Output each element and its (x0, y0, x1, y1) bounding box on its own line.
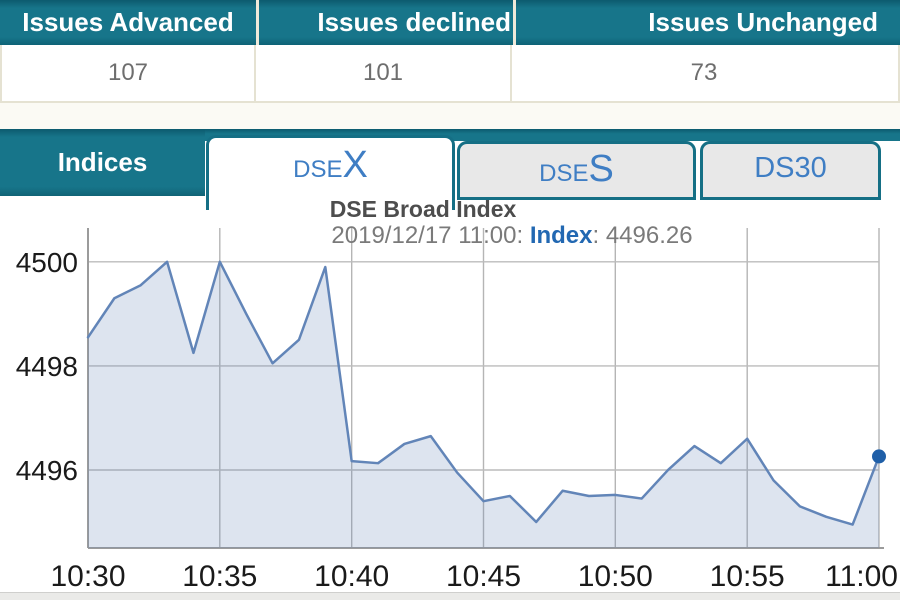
tab-dsex[interactable]: DSEX (206, 135, 455, 210)
x-axis-label: 11:00 (825, 560, 898, 592)
summary-value-issues-advanced: 107 (2, 45, 256, 101)
summary-header-issues-advanced: Issues Advanced (22, 7, 234, 37)
chart-title: DSE Broad Index (329, 196, 517, 222)
last-point-marker (872, 449, 886, 464)
indices-tab-bar: Indices DSEX DSES DS30 (0, 129, 900, 210)
indices-label: Indices (0, 129, 205, 196)
index-area-chart: 4496 4498 4500 10:30 10:35 10:40 10:45 10:50 10:… (16, 228, 898, 592)
tab-ds30[interactable]: DS30 (700, 141, 881, 200)
y-axis-label: 4498 (16, 351, 78, 382)
tab-dses-prefix: DSE (539, 160, 589, 187)
chart-subtitle-value: : 4496.26 (592, 222, 693, 249)
x-axis-label: 10:40 (314, 560, 389, 592)
x-axis-label: 10:50 (578, 560, 653, 592)
summary-header-issues-declined: Issues declined (256, 0, 513, 45)
tab-dses-suffix: S (588, 148, 614, 190)
x-axis-label: 10:45 (446, 560, 521, 592)
summary-value-issues-unchanged: 73 (690, 59, 718, 86)
y-axis-label: 4496 (16, 455, 78, 486)
chart-subtitle-index-label: Index (529, 222, 593, 249)
y-axis-label: 4500 (16, 247, 78, 278)
summary-header-issues-unchanged: Issues Unchanged (513, 0, 900, 45)
chart-subtitle-timestamp: 2019/12/17 11:00: (331, 222, 530, 249)
bottom-divider (0, 592, 900, 600)
tab-dsex-suffix: X (342, 144, 368, 186)
tab-dsex-prefix: DSE (293, 156, 343, 183)
x-axis-label: 10:35 (182, 560, 257, 592)
section-gap (0, 103, 900, 129)
summary-value-issues-declined: 101 (256, 45, 512, 101)
index-chart-panel: DSE Broad Index 2019/12/17 11:00: Index:… (0, 196, 900, 592)
summary-table-value-row: 107 101 73 (0, 45, 900, 103)
x-axis-label: 10:55 (710, 560, 785, 592)
tab-dses[interactable]: DSES (457, 141, 696, 200)
x-axis-label: 10:30 (50, 560, 125, 592)
summary-table-header-row: Issues Advanced Issues declined Issues U… (0, 0, 900, 45)
chart-subtitle: 2019/12/17 11:00: Index: 4496.26 (262, 222, 762, 250)
summary-table: Issues Advanced Issues declined Issues U… (0, 0, 900, 103)
